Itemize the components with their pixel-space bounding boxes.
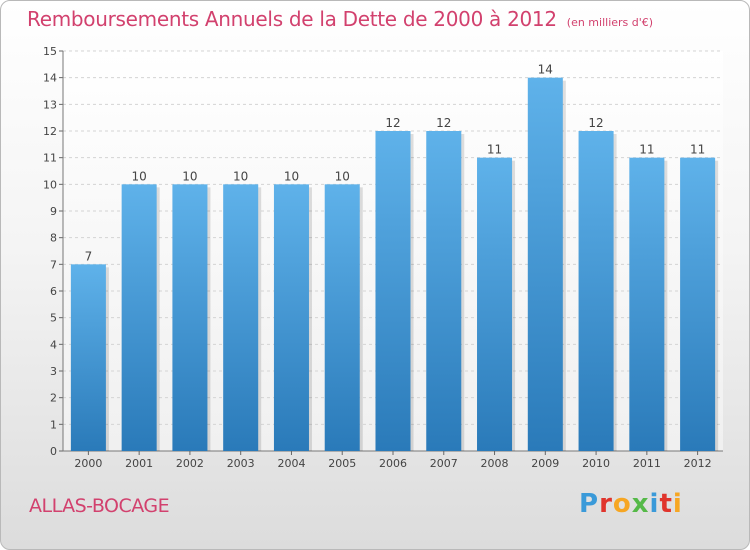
bar-value-label: 14	[538, 63, 553, 77]
y-tick-label: 4	[50, 338, 57, 351]
x-tick-label: 2010	[582, 457, 610, 470]
bar	[172, 184, 208, 452]
chart-title: Remboursements Annuels de la Dette de 20…	[27, 7, 653, 31]
x-tick-label: 2004	[277, 457, 305, 470]
bar-value-label: 7	[85, 249, 93, 263]
x-tick-label: 2009	[531, 457, 559, 470]
y-tick-label: 6	[50, 285, 57, 298]
logo-letter: o	[612, 489, 632, 519]
bar	[70, 264, 106, 451]
bar	[578, 131, 614, 451]
x-tick-label: 2007	[430, 457, 458, 470]
x-tick-label: 2000	[74, 457, 102, 470]
bar	[629, 157, 665, 451]
town-name: ALLAS-BOCAGE	[29, 495, 170, 517]
y-tick-label: 11	[43, 152, 57, 165]
y-tick-label: 7	[50, 258, 57, 271]
y-tick-label: 3	[50, 365, 57, 378]
logo-letter: x	[631, 489, 650, 519]
bar-value-label: 12	[385, 116, 400, 130]
chart-title-text: Remboursements Annuels de la Dette de 20…	[27, 7, 557, 31]
bar-value-label: 10	[132, 169, 147, 183]
y-tick-label: 5	[50, 312, 57, 325]
y-tick-label: 14	[43, 72, 57, 85]
proxiti-logo: Proxiti	[579, 489, 683, 519]
y-tick-label: 13	[43, 98, 57, 111]
bar	[477, 157, 513, 451]
bar-value-label: 11	[690, 143, 705, 157]
logo-letter: i	[649, 489, 660, 519]
x-tick-label: 2011	[633, 457, 661, 470]
bar-value-label: 10	[182, 169, 197, 183]
bar-value-label: 11	[487, 143, 502, 157]
bar	[527, 77, 563, 452]
x-tick-label: 2001	[125, 457, 153, 470]
x-tick-label: 2003	[227, 457, 255, 470]
bar-value-label: 10	[233, 169, 248, 183]
y-tick-label: 15	[43, 45, 57, 58]
bar	[426, 131, 462, 451]
logo-letter: i	[672, 489, 683, 519]
y-tick-label: 10	[43, 178, 57, 191]
logo-letter: r	[599, 489, 613, 519]
chart-unit: (en milliers d'€)	[566, 16, 654, 29]
logo-letter: t	[659, 489, 673, 519]
x-tick-label: 2006	[379, 457, 407, 470]
logo-letter: P	[579, 489, 600, 519]
x-tick-label: 2002	[176, 457, 204, 470]
y-tick-label: 12	[43, 125, 57, 138]
y-tick-label: 2	[50, 392, 57, 405]
bar-value-label: 10	[335, 169, 350, 183]
x-tick-label: 2005	[328, 457, 356, 470]
bar-value-label: 12	[588, 116, 603, 130]
x-tick-label: 2012	[684, 457, 712, 470]
bar	[223, 184, 259, 452]
y-tick-label: 8	[50, 232, 57, 245]
bar-value-label: 11	[639, 143, 654, 157]
bar-value-label: 12	[436, 116, 451, 130]
bar-value-label: 10	[284, 169, 299, 183]
bar	[375, 131, 411, 451]
bar	[273, 184, 309, 452]
bar	[121, 184, 157, 452]
x-tick-label: 2008	[481, 457, 509, 470]
y-tick-label: 9	[50, 205, 57, 218]
bar	[324, 184, 360, 452]
y-tick-label: 1	[50, 418, 57, 431]
y-tick-label: 0	[50, 445, 57, 458]
bar	[680, 157, 716, 451]
